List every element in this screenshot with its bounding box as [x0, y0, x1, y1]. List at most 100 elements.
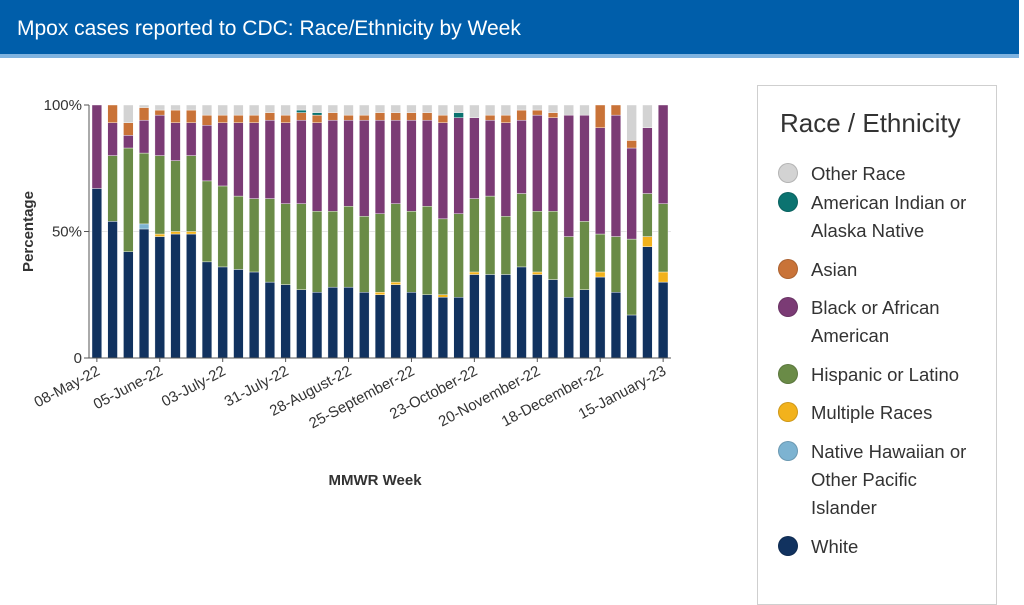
bar-segment-hispanic — [217, 185, 228, 268]
bar-segment-other — [233, 104, 244, 116]
legend-swatch-other — [778, 163, 798, 183]
bar-segment-other — [280, 104, 291, 116]
bar-segment-other — [201, 104, 213, 116]
bar-segment-white — [312, 292, 323, 359]
bar-segment-black — [249, 122, 260, 199]
bar-segment-hispanic — [422, 205, 433, 295]
bar-segment-asian — [201, 114, 213, 126]
bar-segment-hispanic — [563, 236, 574, 298]
bar-segment-other — [563, 104, 574, 116]
bar-segment-other — [123, 104, 134, 123]
bar-segment-other — [626, 104, 637, 141]
bar-segment-black — [642, 127, 653, 194]
bar-segment-other — [186, 104, 197, 111]
bar-segment-white — [201, 261, 213, 359]
y-axis-title: Percentage — [20, 191, 37, 272]
legend-title: Race / Ethnicity — [780, 108, 961, 138]
bar-segment-hispanic — [406, 211, 417, 293]
bar-segment-white — [437, 297, 448, 359]
bar-segment-white — [107, 221, 118, 359]
bar-segment-other — [312, 104, 323, 113]
bar-segment-black — [579, 114, 590, 222]
bar-segment-hispanic — [532, 211, 543, 273]
bar-segment-hispanic — [453, 213, 464, 298]
bar-segment-asian — [390, 112, 401, 121]
x-tick-label: 05-June-22 — [91, 363, 166, 414]
bar-segment-asian — [547, 112, 559, 118]
bar-segment-black — [201, 125, 213, 182]
bar-segment-hispanic — [312, 211, 323, 293]
bar-segment-white — [532, 274, 543, 359]
bar-segment-white — [422, 294, 433, 359]
bar-segment-white — [343, 286, 354, 359]
bar-segment-hispanic — [437, 218, 448, 295]
bar-segment-other — [249, 104, 260, 116]
bar-segment-asian — [170, 109, 181, 123]
bar-segment-asian — [312, 114, 323, 123]
y-tick-label: 0 — [74, 350, 82, 367]
bar-segment-asian — [138, 107, 150, 121]
bar-segment-hispanic — [390, 203, 401, 283]
bar-segment-other — [532, 104, 543, 111]
stacked-bar-chart: 0 50% 100% Percentage 08-May-2205-June-2203-… — [20, 97, 671, 489]
bar-segment-black — [390, 119, 401, 204]
bar-segment-white — [642, 246, 653, 359]
bar-segment-black — [595, 127, 606, 235]
bar-segment-black — [186, 122, 197, 156]
bar-segment-black — [343, 119, 354, 207]
bar-segment-other — [516, 104, 527, 111]
legend-label: Asian — [811, 259, 858, 280]
bar-segment-white — [390, 284, 401, 359]
x-tick-label: 03-July-22 — [159, 363, 229, 411]
bar-segment-other — [422, 104, 433, 113]
bar-segment-white — [485, 274, 496, 359]
bar-segment-black — [422, 119, 433, 207]
bar-segment-other — [453, 104, 464, 113]
bar-segment-asian — [485, 114, 496, 121]
bar-segment-white — [595, 276, 606, 359]
bar-segment-asian — [327, 112, 338, 121]
bar-segment-white — [626, 314, 637, 359]
bar-segment-other — [579, 104, 590, 116]
bar-segment-asian — [532, 109, 543, 116]
bar-segment-black — [123, 135, 134, 149]
bar-segment-other — [327, 104, 338, 113]
legend-label: Native Hawaiian or Other Pacific Islande… — [811, 441, 967, 518]
bar-segment-white — [453, 297, 464, 359]
bar-segment-other — [138, 104, 150, 108]
bar-segment-asian — [610, 104, 622, 116]
bar-segment-white — [249, 271, 260, 359]
bar-segment-hispanic — [123, 147, 134, 252]
bar-segment-white — [374, 294, 386, 359]
bar-segment-asian — [296, 112, 307, 121]
bar-segment-white — [123, 251, 134, 359]
bar-segment-hispanic — [186, 155, 197, 232]
x-tick-label: 25-September-22 — [306, 363, 417, 433]
bar-segment-multiple — [658, 271, 669, 283]
bar-segment-black — [485, 119, 496, 197]
bar-segment-aian — [296, 109, 307, 113]
legend-label: Other Race — [811, 163, 906, 184]
bar-segment-hispanic — [374, 213, 386, 293]
bar-segment-black — [170, 122, 181, 161]
bar-segment-black — [453, 117, 464, 214]
bar-segment-black — [532, 114, 543, 212]
bar-segment-black — [547, 117, 559, 212]
bar-segment-hispanic — [201, 180, 213, 263]
bar-segment-hispanic — [138, 152, 150, 225]
bar-segment-white — [233, 269, 244, 359]
bar-segment-white — [186, 233, 197, 359]
bar-segment-asian — [406, 112, 417, 121]
bar-segment-multiple — [532, 271, 543, 275]
bar-segment-hispanic — [170, 160, 181, 232]
bar-segment-hispanic — [280, 203, 291, 285]
x-axis-title: MMWR Week — [328, 472, 422, 489]
bar-segment-asian — [123, 122, 134, 136]
bar-segment-hispanic — [485, 195, 496, 275]
bar-segment-other — [547, 104, 559, 113]
bar-segment-hispanic — [626, 238, 637, 316]
bar-segment-multiple — [469, 271, 480, 275]
bar-segment-hispanic — [595, 233, 606, 273]
bar-segment-multiple — [154, 233, 165, 237]
bar-segment-black — [327, 119, 338, 212]
